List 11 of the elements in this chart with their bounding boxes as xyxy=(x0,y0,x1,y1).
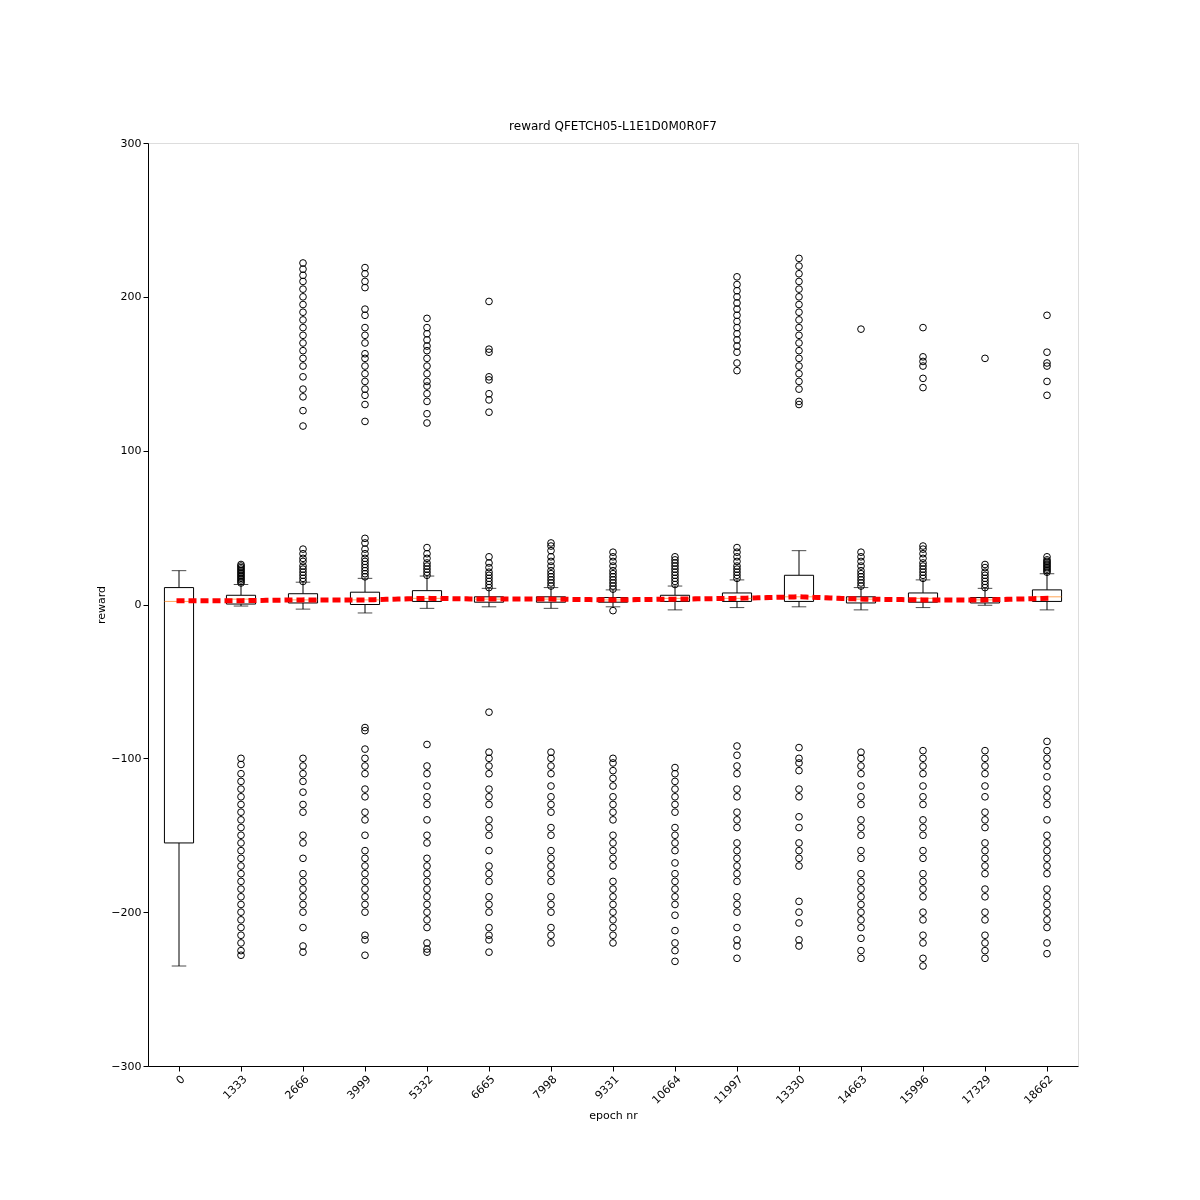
y-tick-label: 200 xyxy=(120,290,142,304)
y-tick-label: −200 xyxy=(111,905,142,919)
y-tick-label: 300 xyxy=(120,136,142,150)
y-tick-label: −100 xyxy=(111,751,142,765)
x-axis-title: epoch nr xyxy=(589,1109,639,1123)
y-tick-label: −300 xyxy=(111,1059,142,1073)
y-tick-label: 100 xyxy=(120,444,142,458)
y-axis-title: reward xyxy=(95,585,109,625)
chart-title: reward QFETCH05-L1E1D0M0R0F7 xyxy=(509,119,717,133)
y-tick-label: 0 xyxy=(134,598,142,611)
x-tick-label: 0 xyxy=(173,1072,188,1087)
